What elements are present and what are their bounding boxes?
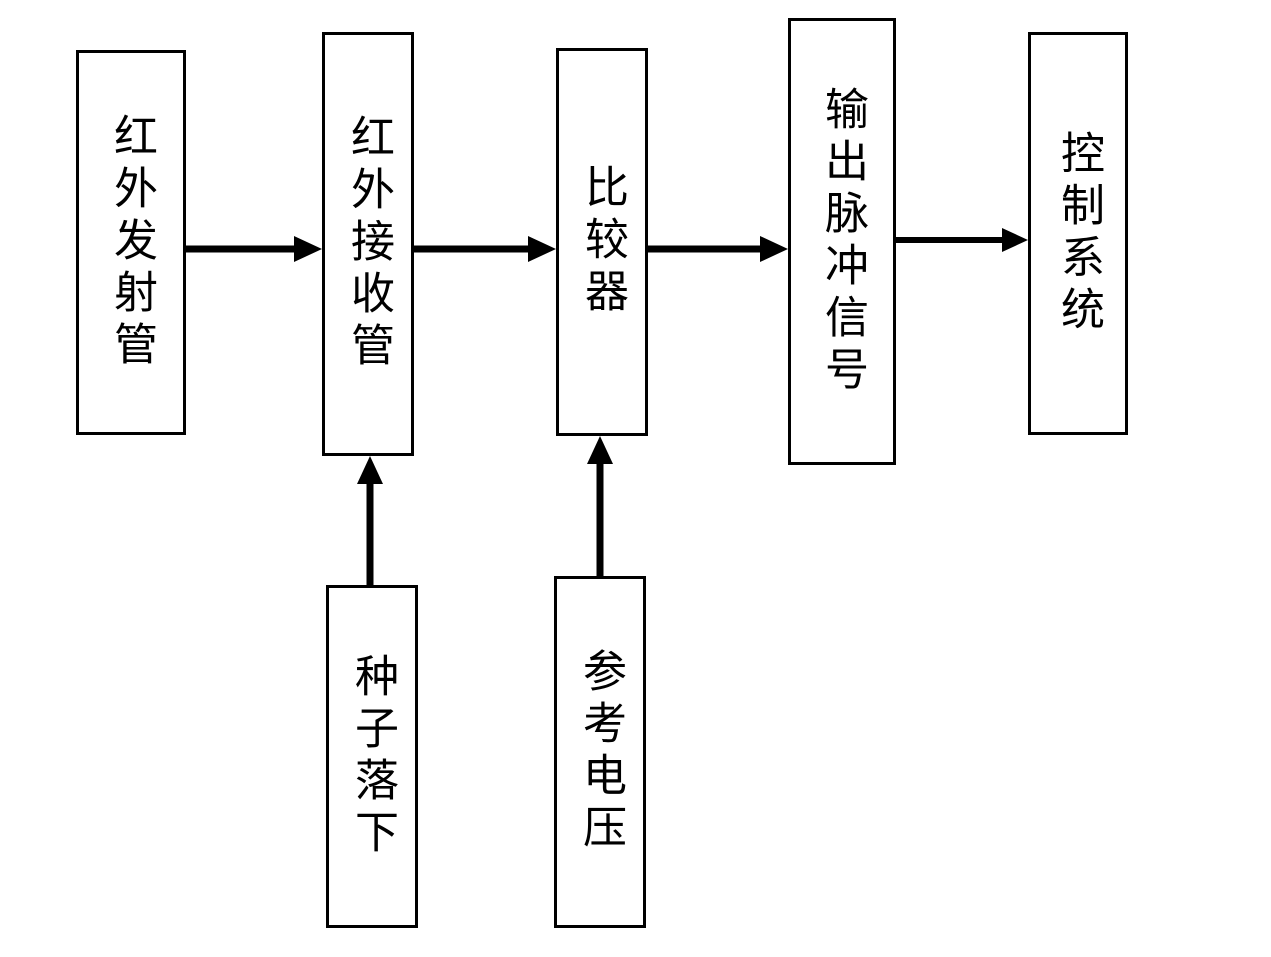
node-label: 输出脉冲信号 xyxy=(820,86,864,398)
node-ir-emitter: 红外发射管 xyxy=(76,50,186,435)
node-control-system: 控制系统 xyxy=(1028,32,1128,435)
node-output-pulse: 输出脉冲信号 xyxy=(788,18,896,465)
node-label: 红外发射管 xyxy=(109,113,153,373)
node-comparator: 比较器 xyxy=(556,48,648,436)
node-label: 控制系统 xyxy=(1056,130,1100,338)
arrow-emitter-to-receiver xyxy=(186,232,322,266)
node-ir-receiver: 红外接收管 xyxy=(322,32,414,456)
arrow-output-to-control xyxy=(896,225,1028,255)
node-reference-voltage: 参考电压 xyxy=(554,576,646,928)
node-label: 红外接收管 xyxy=(346,114,390,374)
arrow-seed-to-receiver xyxy=(353,456,387,585)
arrow-voltage-to-comparator xyxy=(583,436,617,576)
arrow-receiver-to-comparator xyxy=(414,232,556,266)
node-seed-drop: 种子落下 xyxy=(326,585,418,928)
arrow-comparator-to-output xyxy=(648,232,788,266)
node-label: 参考电压 xyxy=(578,648,622,856)
node-label: 种子落下 xyxy=(350,653,394,861)
node-label: 比较器 xyxy=(580,164,624,320)
